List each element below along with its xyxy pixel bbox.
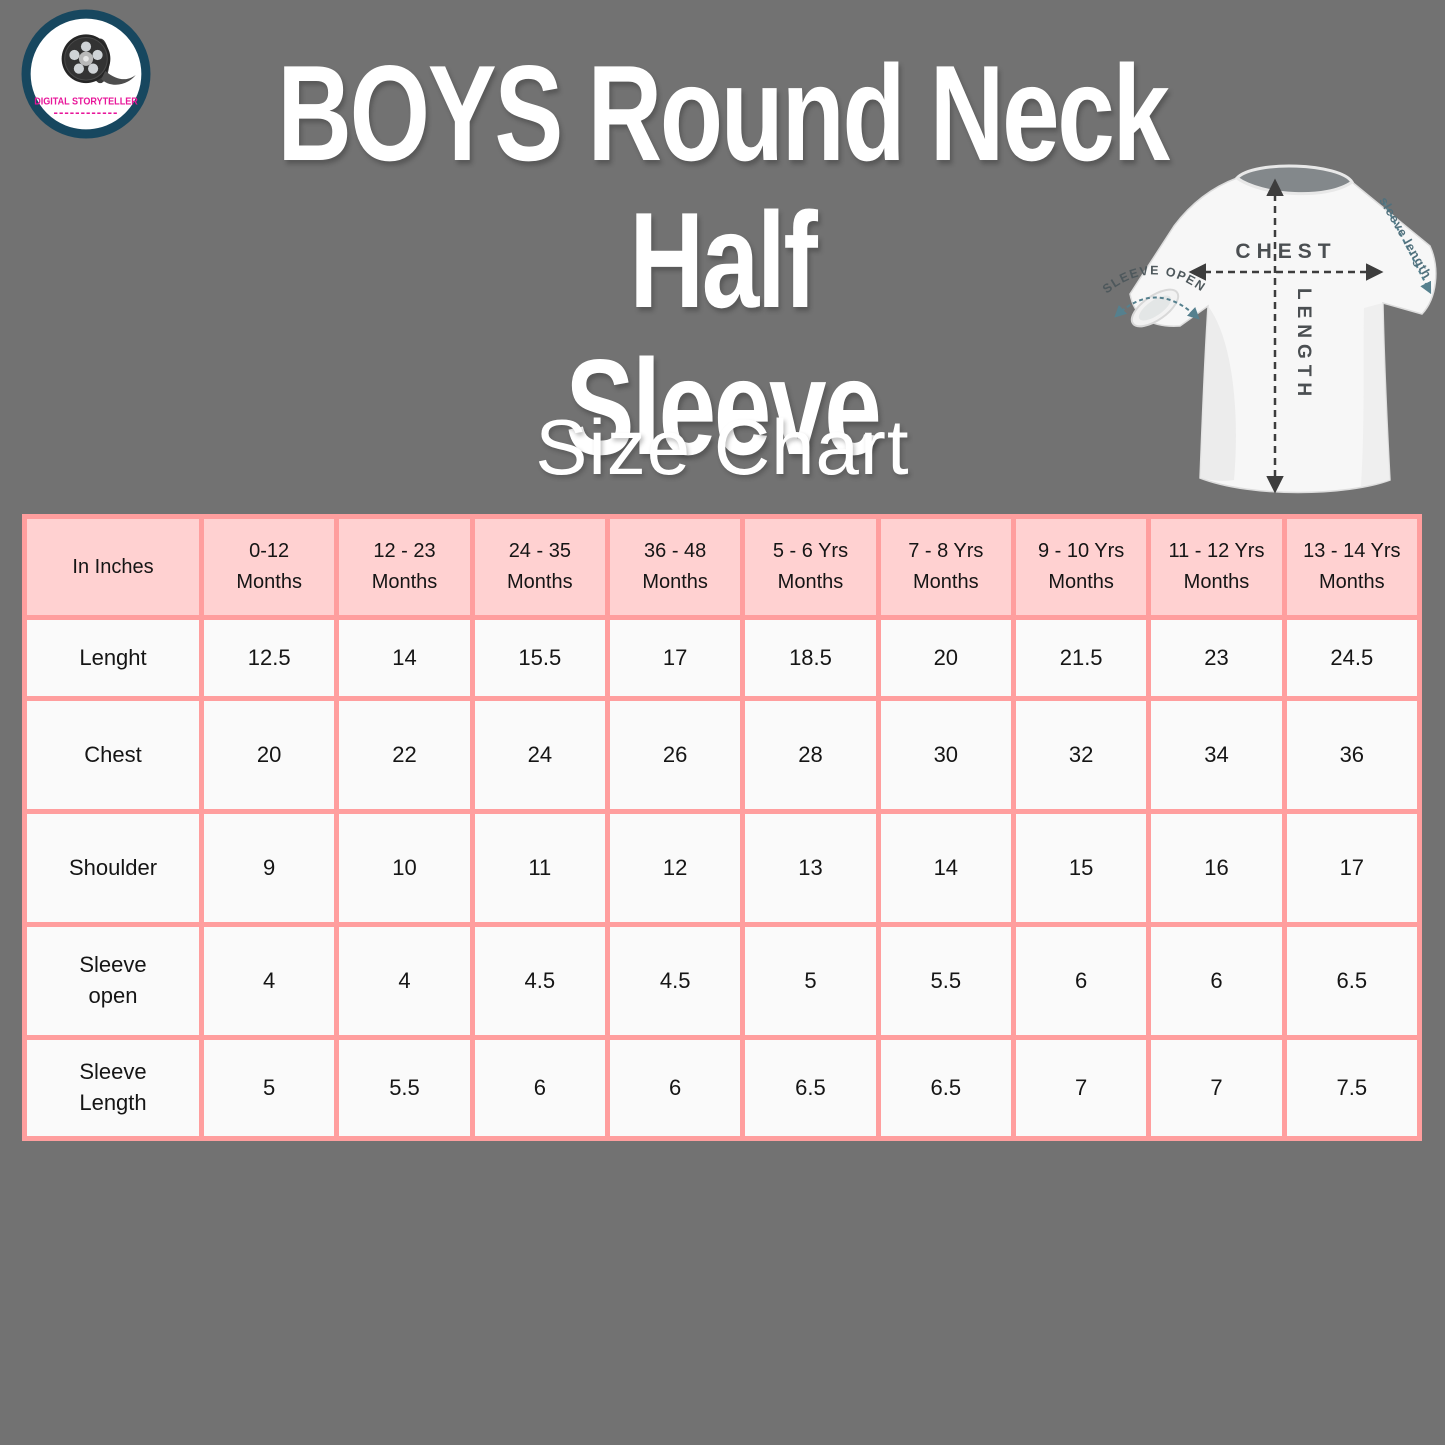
measurement-label-cell: Sleeve open	[22, 922, 204, 1040]
size-value-cell: 36	[1281, 696, 1423, 814]
chest-label: CHEST	[1235, 240, 1336, 263]
chest-measure-arrow: CHEST	[1188, 240, 1384, 281]
size-value-cell: 26	[604, 696, 746, 814]
size-value-cell: 20	[875, 615, 1016, 701]
size-value-cell: 7	[1010, 1035, 1152, 1141]
size-value-cell: 12.5	[198, 615, 340, 701]
size-value-cell: 17	[1281, 809, 1423, 927]
page-title-line2: Sleeve	[565, 330, 882, 483]
size-value-cell: 5.5	[875, 922, 1016, 1040]
measurement-label-cell: Lenght	[22, 615, 204, 701]
logo-underline-dashes: ------------	[54, 105, 119, 120]
size-value-cell: 6	[1010, 922, 1152, 1040]
age-column-header: 36 - 48 Months	[604, 514, 746, 620]
size-value-cell: 14	[334, 615, 475, 701]
size-chart-heading: Size Chart	[535, 403, 910, 491]
measurement-label-cell: Shoulder	[22, 809, 204, 927]
size-value-cell: 15	[1010, 809, 1152, 927]
measurement-label-cell: Sleeve Length	[22, 1035, 204, 1141]
size-value-cell: 16	[1146, 809, 1287, 927]
size-value-cell: 11	[469, 809, 610, 927]
size-table-head: In Inches 0-12 Months 12 - 23 Months 24 - 3…	[22, 514, 1423, 620]
size-value-cell: 4	[198, 922, 340, 1040]
size-value-cell: 6.5	[740, 1035, 881, 1141]
size-value-cell: 22	[334, 696, 475, 814]
digital-storyteller-logo: DIGITAL STORYTELLER ------------	[21, 9, 151, 139]
size-value-cell: 5.5	[334, 1035, 475, 1141]
size-value-cell: 24.5	[1281, 615, 1423, 701]
size-value-cell: 32	[1010, 696, 1152, 814]
age-column-header: 7 - 8 Yrs Months	[875, 514, 1016, 620]
age-column-header: 0-12 Months	[198, 514, 340, 620]
size-table-body: Lenght 12.5 14 15.5 17 18.5 20 21.5 23 24.5 Chest 2…	[22, 615, 1423, 1141]
size-value-cell: 17	[604, 615, 746, 701]
measurement-label-cell: Chest	[22, 696, 204, 814]
size-value-cell: 10	[334, 809, 475, 927]
age-column-header: 24 - 35 Months	[469, 514, 610, 620]
length-measure-arrow: LENGTH	[1266, 178, 1314, 494]
size-value-cell: 21.5	[1010, 615, 1152, 701]
length-label: LENGTH	[1293, 288, 1314, 402]
size-value-cell: 28	[740, 696, 881, 814]
size-value-cell: 5	[198, 1035, 340, 1141]
size-value-cell: 6	[469, 1035, 610, 1141]
size-row: Sleeve Length 5 5.5 6 6 6.5 6.5 7 7 7.5	[22, 1035, 1423, 1141]
size-value-cell: 24	[469, 696, 610, 814]
logo-wordmark: DIGITAL STORYTELLER	[34, 96, 138, 107]
size-table-header-row: In Inches 0-12 Months 12 - 23 Months 24 - 3…	[22, 514, 1423, 620]
size-chart-table-wrap: In Inches 0-12 Months 12 - 23 Months 24 - 3…	[22, 514, 1423, 1141]
page-title-line1: BOYS Round Neck Half	[277, 37, 1170, 336]
size-value-cell: 5	[740, 922, 881, 1040]
age-column-header: 9 - 10 Yrs Months	[1010, 514, 1152, 620]
size-value-cell: 23	[1146, 615, 1287, 701]
size-value-cell: 4	[334, 922, 475, 1040]
size-row: Sleeve open 4 4 4.5 4.5 5 5.5 6 6 6.5	[22, 922, 1423, 1040]
size-value-cell: 12	[604, 809, 746, 927]
size-value-cell: 14	[875, 809, 1016, 927]
size-value-cell: 6	[1146, 922, 1287, 1040]
size-value-cell: 7.5	[1281, 1035, 1423, 1141]
age-column-header: 12 - 23 Months	[334, 514, 475, 620]
unit-label-cell: In Inches	[22, 514, 204, 620]
size-row: Chest 20 22 24 26 28 30 32 34 36	[22, 696, 1423, 814]
film-reel-icon	[61, 34, 136, 85]
size-value-cell: 13	[740, 809, 881, 927]
size-value-cell: 15.5	[469, 615, 610, 701]
age-column-header: 5 - 6 Yrs Months	[740, 514, 881, 620]
size-value-cell: 30	[875, 696, 1016, 814]
size-value-cell: 18.5	[740, 615, 881, 701]
size-row: Shoulder 9 10 11 12 13 14 15 16 17	[22, 809, 1423, 927]
size-value-cell: 7	[1146, 1035, 1287, 1141]
age-column-header: 11 - 12 Yrs Months	[1146, 514, 1287, 620]
size-value-cell: 4.5	[604, 922, 746, 1040]
page-title: BOYS Round Neck Half Sleeve	[173, 40, 1271, 481]
size-value-cell: 20	[198, 696, 340, 814]
size-chart-table: In Inches 0-12 Months 12 - 23 Months 24 - 3…	[22, 514, 1423, 1141]
size-row: Lenght 12.5 14 15.5 17 18.5 20 21.5 23 24.5	[22, 615, 1423, 701]
size-value-cell: 6.5	[875, 1035, 1016, 1141]
age-column-header: 13 - 14 Yrs Months	[1281, 514, 1423, 620]
tshirt-measurement-diagram: LENGTH CHEST SLEEVE OPEN sleeve length	[1100, 164, 1437, 494]
size-value-cell: 34	[1146, 696, 1287, 814]
size-value-cell: 4.5	[469, 922, 610, 1040]
size-value-cell: 6	[604, 1035, 746, 1141]
size-value-cell: 6.5	[1281, 922, 1423, 1040]
size-value-cell: 9	[198, 809, 340, 927]
